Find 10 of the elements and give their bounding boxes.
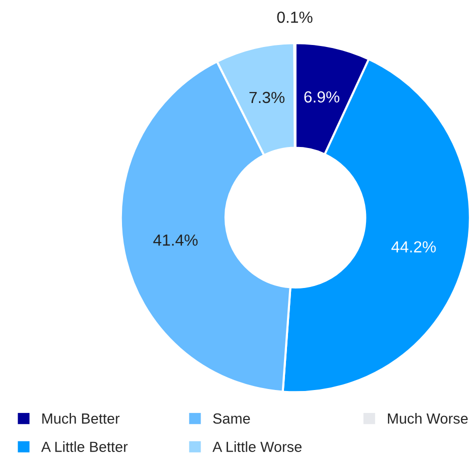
- data-label: 0.1%: [277, 12, 312, 23]
- legend-label: Same: [213, 413, 250, 424]
- legend-label: A Little Better: [41, 441, 128, 452]
- data-label: 44.2%: [391, 241, 436, 252]
- data-label: 41.4%: [153, 234, 198, 246]
- legend-label: A Little Worse: [212, 441, 302, 452]
- data-label: 7.3%: [249, 92, 284, 104]
- data-label: 6.9%: [304, 91, 340, 103]
- legend-label: Much Better: [42, 413, 120, 424]
- legend-label: Much Worse: [388, 413, 468, 424]
